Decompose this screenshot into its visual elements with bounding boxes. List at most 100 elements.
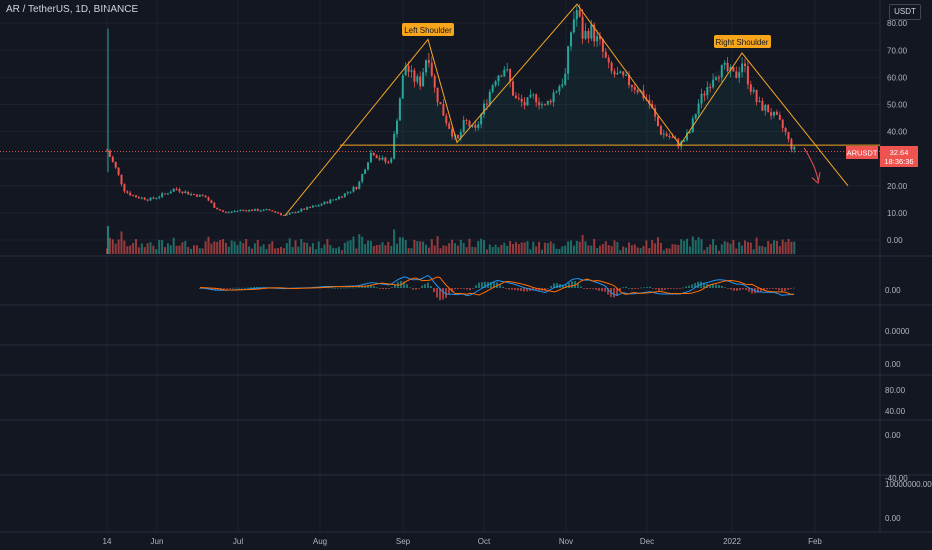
volume-bar <box>155 249 158 254</box>
candle-body <box>129 192 132 196</box>
candle-body <box>280 213 282 215</box>
volume-bar <box>111 239 114 254</box>
macd-histogram-bar <box>730 288 732 290</box>
volume-bar <box>485 249 488 254</box>
symbol-name: AR / TetherUS <box>6 4 70 15</box>
volume-bar <box>303 242 306 254</box>
macd-histogram-bar <box>403 281 405 288</box>
volume-bar <box>459 239 462 254</box>
candle-body <box>146 199 149 201</box>
candle-body <box>132 195 135 197</box>
candle-body <box>613 71 616 75</box>
volume-bar <box>332 247 335 254</box>
volume-bar <box>755 237 758 254</box>
volume-bar <box>474 247 477 254</box>
left-shoulder-label[interactable]: Left Shoulder <box>402 23 454 36</box>
volume-bar <box>401 237 404 254</box>
currency-badge[interactable]: USDT <box>889 4 921 20</box>
volume-bar <box>164 247 166 254</box>
time-tick-label: Feb <box>808 537 822 546</box>
candle-body <box>207 197 210 201</box>
macd-histogram-bar <box>226 288 228 289</box>
volume-bar <box>280 246 282 254</box>
candle-body <box>761 100 764 111</box>
volume-bar <box>659 242 662 254</box>
volume-bar <box>630 245 633 254</box>
volume-bar <box>262 244 265 254</box>
volume-bar <box>242 243 245 254</box>
indicator_4-tick-label: 0.00 <box>885 431 901 440</box>
macd-histogram-bar <box>658 288 660 291</box>
macd-histogram-bar <box>607 288 609 295</box>
volume-bar <box>668 248 671 254</box>
volume-bar <box>738 242 741 254</box>
candle-body <box>317 205 320 207</box>
volume-bar <box>158 239 161 254</box>
volume-bar <box>535 246 538 254</box>
volume-bar <box>500 244 503 254</box>
candle-body <box>752 89 755 92</box>
macd-histogram-bar <box>568 283 570 288</box>
volume-bar <box>642 245 645 254</box>
macd-histogram-bar <box>472 287 474 289</box>
macd-histogram-bar <box>514 288 516 291</box>
macd-histogram-bar <box>661 288 663 291</box>
macd-histogram-bar <box>760 288 762 292</box>
macd-histogram-bar <box>424 284 426 288</box>
macd-histogram-bar <box>433 288 435 293</box>
macd-histogram-bar <box>466 288 468 290</box>
candle-body <box>178 189 181 192</box>
volume-bar <box>126 246 129 254</box>
volume-bar <box>410 248 413 254</box>
right-shoulder-label[interactable]: Right Shoulder <box>714 35 771 48</box>
candle-body <box>309 207 311 209</box>
candle-body <box>758 100 761 103</box>
macd-histogram-bar <box>547 288 549 289</box>
macd-histogram-bar <box>697 281 699 288</box>
macd-histogram-bar <box>763 288 765 291</box>
macd-histogram-bar <box>748 288 750 292</box>
macd-histogram-bar <box>721 285 723 288</box>
candle-body <box>784 127 787 133</box>
candle-body <box>398 98 401 121</box>
price-tick-label: 10.00 <box>887 209 908 218</box>
candle-body <box>323 201 326 205</box>
macd-histogram-bar <box>214 288 216 291</box>
candle-body <box>778 114 781 120</box>
volume-bar <box>552 243 555 254</box>
candle-body <box>149 197 152 201</box>
volume-bar <box>233 241 236 254</box>
candle-body <box>419 76 422 87</box>
candle-body <box>413 70 416 82</box>
candle-body <box>790 139 793 150</box>
volume-bar <box>657 237 659 254</box>
volume-bar <box>149 242 152 254</box>
volume-bar <box>178 245 181 254</box>
price-tag-countdown: 18:36:36 <box>884 157 913 166</box>
macd-histogram-bar <box>256 286 258 288</box>
candle-body <box>683 140 686 142</box>
macd-histogram-bar <box>253 286 255 288</box>
candle-body <box>251 209 253 211</box>
macd-histogram-bar <box>235 287 237 289</box>
volume-bar <box>593 239 596 254</box>
volume-bar <box>604 241 607 254</box>
candle-body <box>210 200 213 203</box>
volume-bar <box>236 244 239 254</box>
volume-bar <box>245 238 248 254</box>
macd-histogram-bar <box>436 288 438 298</box>
candle-body <box>700 93 703 104</box>
macd-histogram-bar <box>364 285 366 288</box>
candle-body <box>512 81 514 96</box>
macd-histogram-bar <box>775 288 777 290</box>
price-tag: ARUSDT 32.64 18:36:36 <box>846 146 918 167</box>
macd-histogram-bar <box>337 287 339 289</box>
candle-body <box>427 60 430 63</box>
volume-bar <box>129 245 132 254</box>
macd-histogram-bar <box>478 282 480 288</box>
macd-histogram-bar <box>769 288 771 289</box>
volume-bar <box>488 244 491 254</box>
candle-body <box>488 91 491 105</box>
